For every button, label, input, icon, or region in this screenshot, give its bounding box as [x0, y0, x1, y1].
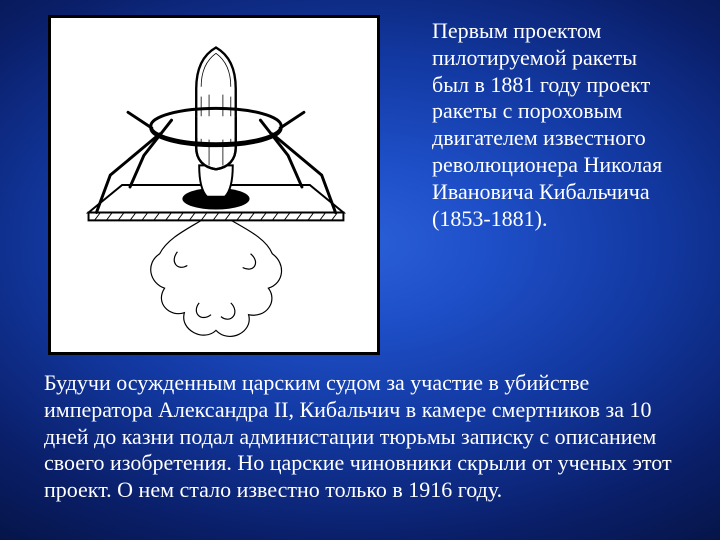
rocket-drawing-svg [51, 18, 377, 352]
rocket-figure [48, 15, 380, 355]
paragraph-body: Будучи осужденным царским судом за участ… [44, 370, 684, 504]
paragraph-intro-dates: (1853-1881). [432, 206, 547, 231]
paragraph-intro-text: Первым проектом пилотируемой ракеты был … [432, 18, 662, 204]
slide: Первым проектом пилотируемой ракеты был … [0, 0, 720, 540]
paragraph-intro: Первым проектом пилотируемой ракеты был … [432, 18, 670, 233]
